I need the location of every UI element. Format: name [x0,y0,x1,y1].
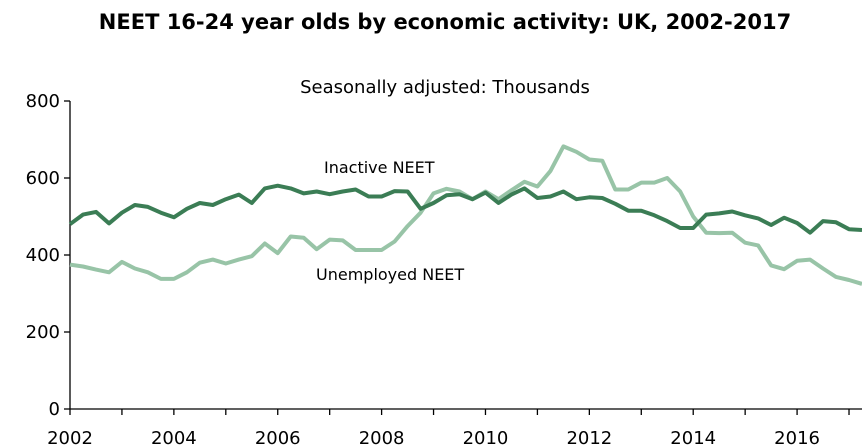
y-tick-label: 200 [26,322,60,343]
y-tick-label: 0 [49,399,60,420]
y-tick-label: 600 [26,168,60,189]
y-tick-label: 800 [26,91,60,112]
x-tick-label: 2014 [670,428,716,448]
y-tick-label: 400 [26,245,60,266]
x-tick-label: 2002 [47,428,93,448]
axes [69,101,862,410]
x-tick-label: 2016 [774,428,820,448]
ticks: 0 200 400 600 800 2002 2004 2006 2008 2010 2012 201… [26,91,850,448]
series-lines [68,144,862,286]
series-label-inactive-neet: Inactive NEET [324,158,435,177]
series-line-inactive-neet [68,183,862,235]
x-tick-label: 2004 [151,428,197,448]
series-labels: Inactive NEET Unemployed NEET [316,158,464,284]
chart-subtitle: Seasonally adjusted: Thousands [300,77,590,98]
x-tick-label: 2010 [463,428,509,448]
x-tick-label: 2006 [255,428,301,448]
x-tick-label: 2008 [359,428,405,448]
x-tick-label: 2012 [566,428,612,448]
series-label-unemployed-neet: Unemployed NEET [316,265,464,284]
chart-title: NEET 16-24 year olds by economic activit… [98,10,792,34]
